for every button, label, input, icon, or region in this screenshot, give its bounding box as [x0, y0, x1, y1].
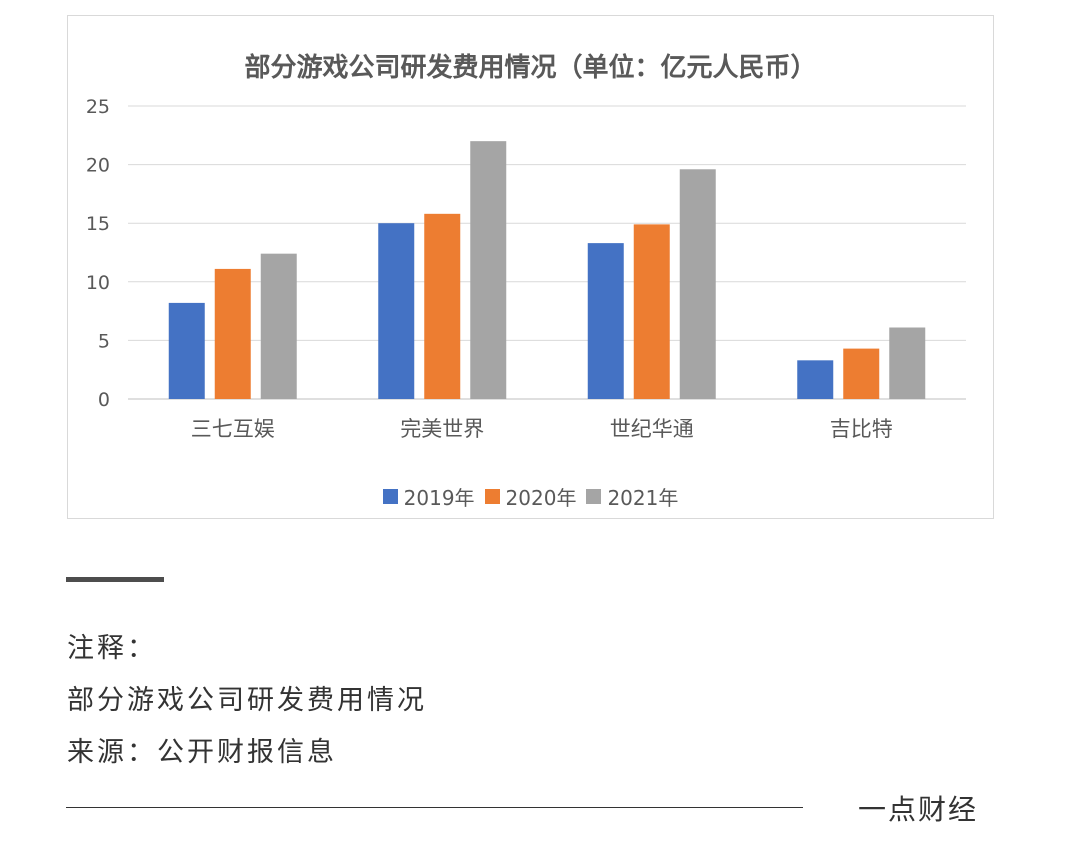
y-tick-label: 10	[86, 272, 110, 294]
footer-divider	[66, 807, 803, 808]
chart-title: 部分游戏公司研发费用情况（单位：亿元人民币）	[244, 53, 817, 83]
y-tick-label: 25	[86, 96, 110, 118]
legend-swatch	[382, 489, 398, 504]
legend-item: 2021年	[586, 482, 678, 511]
bar-chart: 0 5 10 15 20 25 三七互娱 完美世界 世纪华通 吉比特	[86, 96, 966, 441]
bar	[889, 327, 926, 399]
bar	[424, 213, 461, 399]
legend-label: 2020年	[505, 486, 577, 510]
bar	[679, 169, 716, 399]
x-tick-label: 三七互娱	[191, 417, 275, 441]
y-tick-label: 20	[86, 155, 110, 177]
x-tick-label: 完美世界	[400, 417, 484, 441]
notes-label: 注释：	[67, 633, 157, 664]
notes-line-2: 来源：公开财报信息	[67, 737, 337, 768]
legend-label: 2019年	[403, 486, 475, 510]
bar	[797, 360, 834, 399]
bar	[168, 302, 205, 399]
bar	[633, 224, 670, 399]
y-tick-label: 5	[98, 330, 110, 352]
notes-line-1: 部分游戏公司研发费用情况	[67, 685, 427, 716]
legend-item: 2019年	[382, 482, 475, 511]
legend-item: 2020年	[484, 482, 577, 511]
section-divider	[66, 577, 164, 582]
bar	[587, 243, 624, 399]
bar	[378, 223, 415, 399]
legend-swatch	[586, 489, 602, 504]
y-tick-label: 0	[98, 389, 110, 411]
bar	[470, 141, 507, 399]
x-tick-label: 世纪华通	[610, 417, 694, 441]
legend-swatch	[484, 489, 500, 504]
bar	[843, 348, 880, 399]
y-tick-label: 15	[86, 213, 110, 235]
brand-label: 一点财经	[858, 793, 979, 826]
x-tick-label: 吉比特	[830, 417, 893, 441]
bar	[260, 253, 297, 399]
chart-legend: 2019年 2020年 2021年	[68, 482, 993, 511]
legend-label: 2021年	[607, 486, 679, 510]
bar	[214, 268, 251, 399]
chart-frame: 部分游戏公司研发费用情况（单位：亿元人民币） 0 5 10 15 20 25 三七互娱 完美世…	[67, 15, 994, 519]
